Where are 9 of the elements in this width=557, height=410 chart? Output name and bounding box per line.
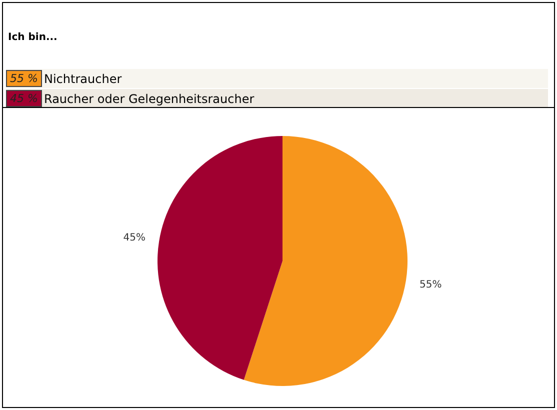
pie-slice bbox=[158, 136, 282, 380]
data-label: 45% bbox=[123, 232, 146, 244]
legend-label: Raucher oder Gelegenheitsraucher bbox=[44, 92, 254, 106]
text: 55 % bbox=[6, 70, 42, 87]
text: 45 % bbox=[6, 90, 42, 107]
legend-label: Nichtraucher bbox=[44, 72, 122, 86]
data-label: 55% bbox=[420, 279, 442, 290]
chart-title: Ich bin... bbox=[8, 32, 58, 43]
pie-slice bbox=[244, 136, 408, 386]
